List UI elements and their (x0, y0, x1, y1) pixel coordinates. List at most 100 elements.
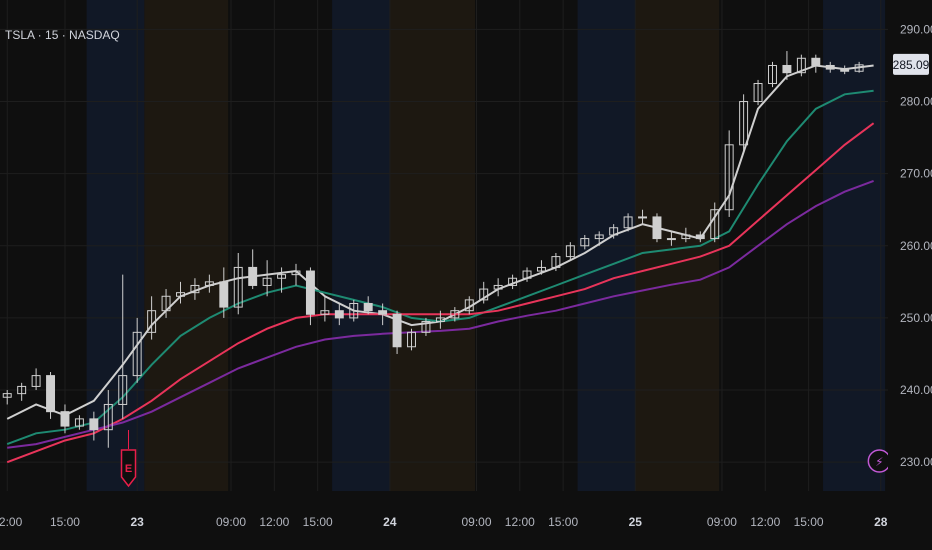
candle (118, 274, 128, 419)
candle (450, 307, 460, 322)
candle-body (435, 317, 445, 323)
candle-body (609, 227, 619, 236)
y-tick-label: 260.00 (900, 239, 932, 253)
candle-body (536, 266, 546, 272)
candle-body (768, 64, 777, 85)
candle-body (594, 234, 604, 240)
candle-body (508, 277, 518, 286)
candle (796, 54, 806, 77)
candle-body (320, 310, 330, 315)
event-markers: E ⚡ (120, 430, 892, 488)
candle (768, 61, 777, 88)
candle-body (464, 299, 474, 312)
candle (60, 404, 70, 434)
candle (161, 289, 171, 318)
x-tick-label: 28 (874, 515, 888, 529)
candle (190, 278, 200, 300)
candle-body (132, 331, 142, 377)
candle (17, 382, 27, 401)
candle-body (204, 281, 214, 286)
candle-body (262, 277, 272, 286)
candle (479, 281, 489, 304)
candle-body (89, 418, 99, 431)
ma-line-4 (7, 179, 874, 449)
candle-body (854, 64, 864, 72)
candle-body (161, 295, 171, 312)
candle-body (74, 418, 84, 427)
candle-body (2, 393, 12, 398)
candle-body (479, 288, 489, 301)
candle-body (710, 209, 720, 240)
candle (219, 267, 229, 318)
candle-body (190, 284, 200, 294)
candle (565, 242, 575, 261)
candle (89, 411, 99, 441)
y-tick-label: 290.00 (900, 22, 932, 36)
event-marker: ⚡ (867, 449, 892, 473)
x-axis: 12:00 15:00 23 09:00 12:00 15:00 24 09:00 12:00 1… (0, 491, 932, 550)
candle (652, 213, 662, 243)
candle-body (46, 375, 56, 413)
y-tick-label: 280.00 (900, 95, 932, 109)
candle (580, 234, 590, 250)
candle-body (695, 234, 705, 240)
candle-body (623, 216, 633, 229)
earnings-label: E (125, 463, 132, 475)
candle (334, 303, 344, 326)
candle (840, 65, 850, 75)
earnings-marker: E (120, 430, 137, 488)
chart-title: TSLA · 15 · NASDAQ (5, 28, 120, 42)
candle (421, 317, 431, 336)
candle (262, 260, 272, 297)
candle-body (565, 245, 575, 258)
candle-body (739, 101, 749, 146)
candle (2, 390, 12, 405)
candle (305, 267, 315, 326)
candle-body (392, 313, 402, 348)
candle-body (103, 403, 113, 431)
candle-body (334, 310, 344, 319)
candle-body (248, 266, 258, 286)
candle (681, 227, 691, 243)
candle (363, 296, 373, 315)
candle (74, 415, 84, 430)
candle (392, 310, 402, 354)
candle-body (378, 310, 388, 315)
candle (638, 209, 648, 225)
candle (536, 260, 546, 275)
candle-body (349, 302, 359, 319)
current-price-box (893, 53, 929, 75)
y-tick-label: 270.00 (900, 167, 932, 181)
candle-body (522, 270, 532, 279)
candle (609, 224, 619, 239)
candle-body (811, 57, 821, 66)
candle (176, 281, 185, 304)
candle (46, 372, 56, 419)
candle (291, 263, 301, 286)
candle (493, 278, 503, 297)
candle-body (31, 375, 41, 387)
candle (378, 303, 388, 326)
candle-body (652, 216, 662, 240)
candle (782, 51, 792, 80)
candle (811, 54, 821, 73)
candle (147, 296, 157, 340)
x-tick-label: 09:00 (707, 515, 737, 529)
candle-body (840, 68, 850, 72)
candle-body (118, 375, 128, 405)
x-tick-label: 09:00 (216, 515, 246, 529)
x-tick-label: 23 (130, 515, 144, 529)
candle-body (421, 321, 431, 333)
candlesticks (2, 51, 864, 448)
candle (594, 231, 604, 246)
candle (31, 368, 41, 391)
candle (435, 310, 445, 329)
candle (666, 231, 676, 246)
candle (724, 130, 734, 217)
candle (132, 317, 142, 383)
candle-body (753, 83, 763, 103)
candle-body (551, 256, 561, 268)
candle-body (782, 64, 792, 74)
